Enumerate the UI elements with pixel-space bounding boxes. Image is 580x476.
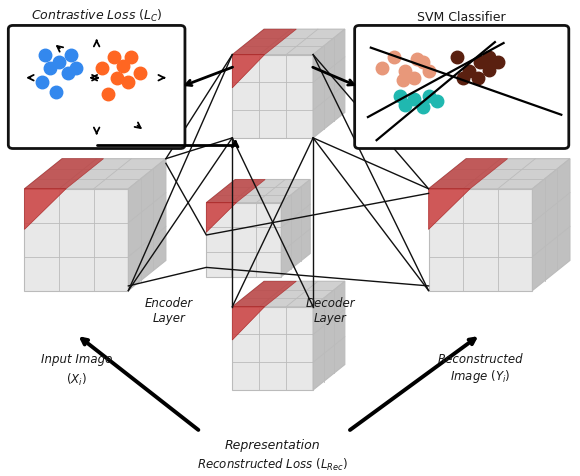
Text: Input Image: Input Image (41, 353, 112, 366)
Polygon shape (206, 179, 310, 203)
Polygon shape (232, 29, 296, 55)
Polygon shape (206, 179, 265, 203)
Polygon shape (232, 281, 345, 307)
FancyBboxPatch shape (8, 25, 185, 149)
Text: $(X_i)$: $(X_i)$ (66, 371, 87, 387)
Text: Encoder
Layer: Encoder Layer (144, 298, 193, 326)
Polygon shape (24, 159, 104, 189)
Text: Representation: Representation (225, 438, 321, 452)
Polygon shape (429, 159, 570, 189)
Polygon shape (206, 203, 281, 277)
Polygon shape (232, 307, 313, 390)
Polygon shape (128, 159, 166, 290)
Text: Reconstructed Loss $(L_{Rec})$: Reconstructed Loss $(L_{Rec})$ (197, 457, 348, 473)
Polygon shape (24, 189, 128, 290)
Polygon shape (532, 159, 570, 290)
Polygon shape (429, 189, 470, 229)
Polygon shape (232, 55, 264, 88)
Polygon shape (281, 179, 310, 277)
Polygon shape (429, 159, 508, 189)
Polygon shape (232, 307, 264, 340)
Polygon shape (232, 281, 296, 307)
Text: Reconstructed
Image $(Y_i)$: Reconstructed Image $(Y_i)$ (438, 353, 523, 386)
Polygon shape (232, 29, 345, 55)
Polygon shape (206, 203, 236, 232)
Polygon shape (232, 55, 313, 138)
Polygon shape (24, 159, 166, 189)
Polygon shape (429, 189, 532, 290)
Text: SVM Classifier: SVM Classifier (418, 10, 506, 24)
Polygon shape (313, 29, 345, 138)
Polygon shape (24, 189, 66, 229)
FancyBboxPatch shape (354, 25, 569, 149)
Text: Decoder
Layer: Decoder Layer (306, 298, 355, 326)
Polygon shape (313, 281, 345, 390)
Text: Contrastive Loss $(L_C)$: Contrastive Loss $(L_C)$ (31, 8, 162, 24)
